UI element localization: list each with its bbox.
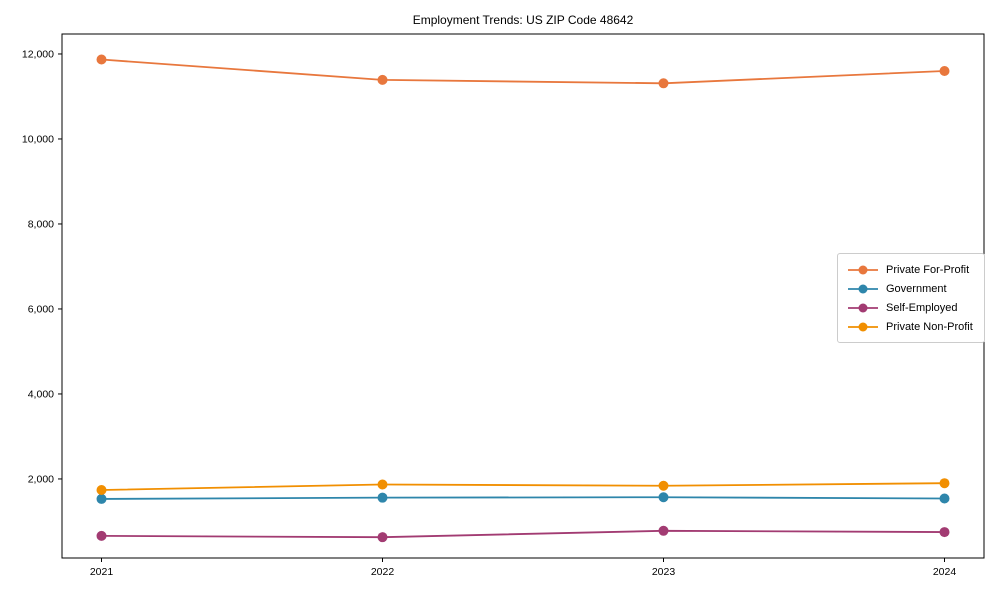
data-point-self-employed [939,527,950,538]
y-axis-tick-label: 2,000 [28,473,54,485]
series-line-private-non-profit [101,482,945,491]
y-axis-tick-label: 6,000 [28,303,54,315]
legend-marker-private-non-profit [848,322,878,331]
data-point-government [658,492,669,503]
data-point-self-employed [96,530,107,541]
chart-legend: Private For-Profit Government Self-Employe… [837,253,985,343]
x-axis-tick-label: 2022 [371,566,395,578]
data-point-private-non-profit [658,480,669,491]
legend-item-government: Government [847,280,975,297]
data-point-private-non-profit [96,485,107,496]
data-point-self-employed [377,532,388,543]
legend-item-self-employed: Self-Employed [847,299,975,316]
data-point-government [939,493,950,504]
y-axis-tick-label: 10,000 [22,133,54,145]
legend-marker-private-for-profit [848,265,878,274]
data-point-private-for-profit [939,65,950,76]
series-line-self-employed [101,529,945,539]
x-axis-tick-label: 2021 [90,566,114,578]
data-point-private-for-profit [377,74,388,85]
legend-item-private-non-profit: Private Non-Profit [847,318,975,335]
legend-item-private-for-profit: Private For-Profit [847,261,975,278]
legend-label: Self-Employed [886,301,958,314]
data-point-private-non-profit [377,479,388,490]
series-line-private-for-profit [101,58,945,85]
x-axis-tick-label: 2024 [933,566,957,578]
data-point-self-employed [658,525,669,536]
y-axis-tick-label: 4,000 [28,388,54,400]
x-axis-tick-label: 2023 [652,566,676,578]
data-point-government [377,492,388,503]
y-axis-tick-label: 8,000 [28,218,54,230]
data-point-private-for-profit [658,78,669,89]
legend-label: Private Non-Profit [886,320,973,333]
data-point-private-non-profit [939,478,950,489]
data-point-private-for-profit [96,54,107,65]
data-point-government [96,493,107,504]
legend-marker-government [848,284,878,293]
series-line-government [101,496,945,500]
chart-title: Employment Trends: US ZIP Code 48642 [412,13,634,27]
legend-label: Government [886,282,947,295]
y-axis-tick-label: 12,000 [22,48,54,60]
legend-label: Private For-Profit [886,263,970,276]
legend-marker-self-employed [848,303,878,312]
